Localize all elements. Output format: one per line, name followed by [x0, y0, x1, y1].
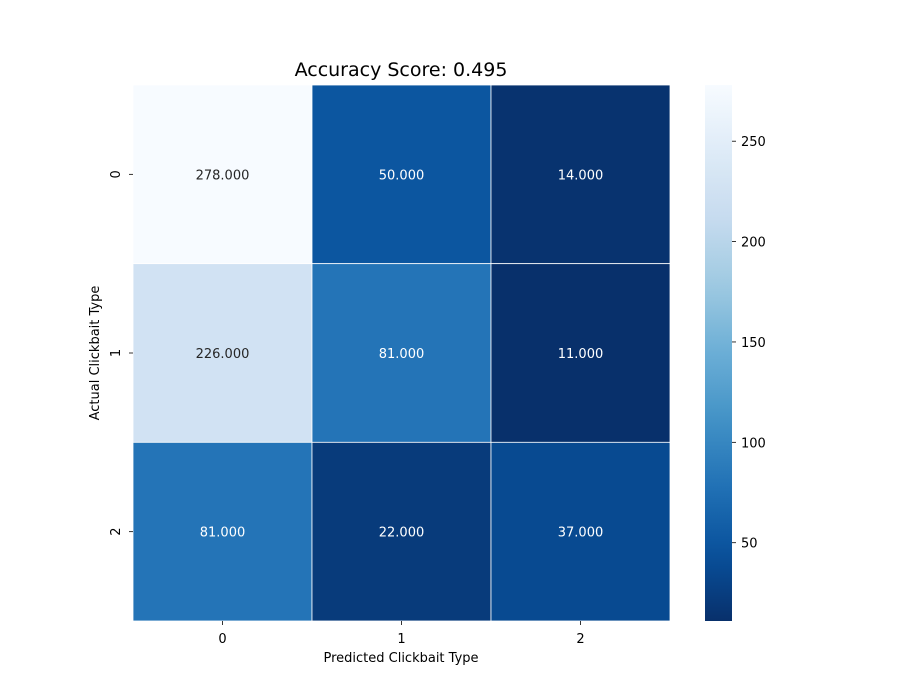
- x-tick-label: 2: [576, 632, 584, 647]
- y-tick-label: 2: [109, 528, 124, 536]
- x-tick-label: 0: [218, 632, 226, 647]
- colorbar: 50 100 150 200 250: [705, 85, 766, 621]
- heatmap-cell: [132, 263, 313, 443]
- heatmap-cell: [490, 263, 671, 443]
- heatmap-cell: [490, 84, 671, 265]
- heatmap-cell: [311, 84, 492, 265]
- heatmap-cell: [132, 441, 313, 622]
- cell-value-label: 14.000: [558, 168, 604, 183]
- cell-value-label: 81.000: [379, 347, 425, 362]
- cell-value-label: 11.000: [558, 347, 604, 362]
- y-axis-ticks: 0 1 2: [109, 170, 133, 536]
- heatmap-cell: [311, 263, 492, 443]
- heatmap-cell: [311, 441, 492, 622]
- colorbar-tick-label: 50: [741, 537, 758, 552]
- x-axis-label: Predicted Clickbait Type: [323, 651, 478, 666]
- y-tick-label: 0: [109, 170, 124, 178]
- colorbar-tick-label: 250: [741, 135, 766, 150]
- heatmap-cells: 278.000 50.000 14.000 226.000 81.000 11.000 81…: [132, 84, 671, 622]
- colorbar-tick-label: 100: [741, 436, 766, 451]
- cell-value-label: 37.000: [558, 526, 604, 541]
- x-tick-label: 1: [397, 632, 405, 647]
- colorbar-tick-label: 150: [741, 336, 766, 351]
- cell-value-label: 278.000: [196, 168, 250, 183]
- chart-title: Accuracy Score: 0.495: [295, 59, 508, 81]
- colorbar-gradient: [705, 85, 732, 621]
- y-axis-label: Actual Clickbait Type: [88, 286, 103, 421]
- y-tick-label: 1: [109, 349, 124, 357]
- cell-value-label: 226.000: [196, 347, 250, 362]
- x-axis-ticks: 0 1 2: [218, 621, 585, 647]
- colorbar-tick-label: 200: [741, 236, 766, 251]
- cell-value-label: 50.000: [379, 168, 425, 183]
- heatmap-cell: [132, 84, 313, 265]
- cell-value-label: 22.000: [379, 526, 425, 541]
- cell-value-label: 81.000: [200, 526, 246, 541]
